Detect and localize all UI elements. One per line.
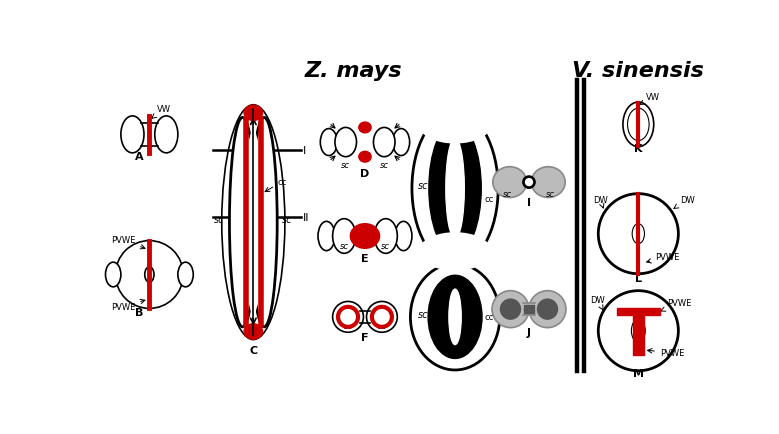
Ellipse shape	[412, 112, 499, 266]
Circle shape	[492, 291, 529, 328]
Text: cc: cc	[265, 177, 287, 192]
Ellipse shape	[145, 267, 154, 283]
Ellipse shape	[373, 128, 395, 158]
Text: H: H	[450, 344, 460, 354]
Ellipse shape	[155, 117, 178, 154]
Text: D: D	[361, 168, 369, 178]
Text: I: I	[527, 198, 531, 208]
Text: E: E	[361, 254, 368, 264]
Ellipse shape	[628, 109, 649, 141]
Text: M: M	[633, 368, 643, 378]
Text: DW: DW	[590, 296, 605, 310]
Text: cc: cc	[474, 312, 494, 325]
Ellipse shape	[418, 106, 492, 144]
Ellipse shape	[493, 168, 527, 198]
Ellipse shape	[623, 103, 654, 147]
Text: C: C	[249, 345, 257, 355]
Ellipse shape	[230, 118, 256, 327]
Text: sc: sc	[282, 215, 292, 225]
Text: II: II	[302, 212, 309, 222]
Ellipse shape	[411, 264, 499, 370]
Text: V. sinensis: V. sinensis	[573, 61, 704, 81]
Text: sc: sc	[344, 322, 353, 331]
Circle shape	[338, 307, 358, 327]
Circle shape	[529, 291, 566, 328]
Ellipse shape	[359, 123, 371, 134]
Ellipse shape	[393, 129, 410, 156]
Ellipse shape	[418, 233, 492, 271]
Circle shape	[366, 302, 397, 332]
Circle shape	[598, 291, 679, 371]
Text: sc: sc	[379, 160, 389, 169]
Text: sc: sc	[418, 181, 429, 191]
Text: sc: sc	[341, 160, 351, 169]
Text: sc: sc	[377, 322, 386, 331]
Ellipse shape	[531, 168, 566, 198]
Ellipse shape	[523, 177, 535, 189]
Text: PVWE: PVWE	[111, 299, 145, 312]
Text: VW: VW	[640, 93, 660, 105]
Ellipse shape	[526, 179, 533, 186]
Text: PVWE: PVWE	[647, 349, 684, 358]
Text: L: L	[635, 273, 642, 283]
Ellipse shape	[251, 118, 277, 327]
Ellipse shape	[359, 152, 371, 163]
Ellipse shape	[335, 128, 357, 158]
Text: sc: sc	[381, 241, 390, 250]
Ellipse shape	[105, 263, 121, 287]
Text: sc: sc	[214, 215, 225, 225]
Text: PVWE: PVWE	[661, 299, 691, 312]
Ellipse shape	[121, 117, 144, 154]
Ellipse shape	[428, 276, 482, 358]
Ellipse shape	[449, 289, 461, 345]
Text: F: F	[361, 332, 368, 342]
Text: PVWE: PVWE	[111, 236, 145, 249]
Ellipse shape	[633, 224, 644, 244]
Circle shape	[372, 307, 392, 327]
Ellipse shape	[244, 131, 263, 315]
Text: DW: DW	[593, 196, 608, 209]
Circle shape	[538, 299, 558, 319]
Ellipse shape	[632, 319, 645, 342]
Text: PVWE: PVWE	[647, 253, 679, 263]
Ellipse shape	[244, 106, 263, 121]
Circle shape	[500, 299, 520, 319]
Polygon shape	[617, 308, 660, 316]
Ellipse shape	[429, 124, 481, 254]
Text: J: J	[527, 327, 531, 337]
Ellipse shape	[320, 129, 337, 156]
Text: sc: sc	[546, 190, 555, 198]
Polygon shape	[141, 125, 158, 145]
Ellipse shape	[178, 263, 193, 287]
Ellipse shape	[374, 219, 397, 254]
Text: K: K	[634, 144, 643, 154]
Ellipse shape	[333, 219, 356, 254]
Text: A: A	[135, 151, 143, 161]
Circle shape	[333, 302, 364, 332]
Text: I: I	[302, 145, 306, 155]
Text: VW: VW	[152, 105, 171, 119]
Ellipse shape	[395, 222, 412, 251]
Ellipse shape	[446, 139, 464, 239]
Text: G: G	[450, 257, 460, 267]
Text: Z. mays: Z. mays	[305, 61, 402, 81]
Circle shape	[115, 241, 183, 309]
Text: DW: DW	[674, 196, 695, 209]
Ellipse shape	[244, 324, 263, 339]
Ellipse shape	[318, 222, 335, 251]
Ellipse shape	[222, 105, 285, 340]
Text: sc: sc	[503, 190, 512, 198]
Circle shape	[598, 194, 679, 274]
Text: sc: sc	[418, 309, 429, 319]
Text: cc: cc	[474, 195, 494, 207]
Polygon shape	[633, 316, 643, 355]
Text: sc: sc	[340, 241, 349, 250]
Text: B: B	[136, 308, 143, 318]
Ellipse shape	[351, 224, 379, 249]
